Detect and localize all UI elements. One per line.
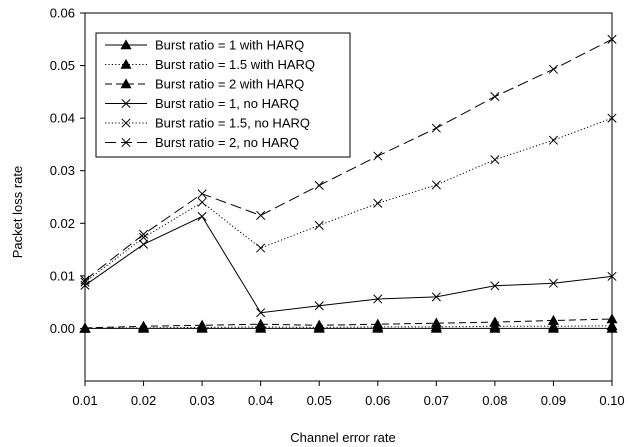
x-marker: [373, 151, 383, 161]
x-marker: [431, 123, 441, 133]
x-marker: [373, 198, 383, 208]
x-marker: [607, 34, 617, 44]
triangle-marker: [79, 322, 91, 333]
legend-item: Burst ratio = 1, no HARQ: [105, 96, 299, 111]
x-marker: [139, 229, 149, 239]
triangle-marker: [606, 320, 618, 331]
x-marker: [121, 98, 131, 109]
triangle-marker: [120, 58, 132, 69]
x-marker: [548, 64, 558, 74]
legend-label: Burst ratio = 2 with HARQ: [155, 77, 304, 92]
x-axis-label: Channel error rate: [290, 430, 396, 445]
triangle-marker: [120, 78, 132, 89]
x-marker: [490, 92, 500, 102]
series-line: [84, 215, 613, 314]
x-marker: [80, 275, 90, 285]
series-6: [80, 34, 617, 285]
x-marker: [490, 155, 500, 165]
triangle-marker: [313, 319, 325, 330]
legend-label: Burst ratio = 1.5, no HARQ: [155, 116, 310, 131]
triangle-marker: [372, 318, 384, 329]
x-marker: [314, 180, 324, 190]
x-tick-label: 0.04: [248, 393, 273, 408]
series-line: [84, 318, 613, 329]
series-line: [84, 325, 613, 329]
x-tick-label: 0.09: [541, 393, 566, 408]
x-tick-label: 0.08: [482, 393, 507, 408]
x-marker: [314, 301, 324, 311]
x-marker: [256, 243, 266, 253]
series-line: [84, 38, 613, 281]
triangle-marker: [430, 317, 442, 328]
x-marker: [373, 294, 383, 304]
x-tick-label: 0.07: [424, 393, 449, 408]
legend-box: [95, 32, 351, 158]
x-tick-label: 0.05: [307, 393, 332, 408]
series-group: [79, 34, 618, 333]
y-tick-label: 0.06: [50, 6, 75, 21]
x-marker: [121, 118, 131, 128]
legend-label: Burst ratio = 1, no HARQ: [155, 96, 299, 111]
triangle-marker: [547, 320, 559, 331]
legend-item: Burst ratio = 2 with HARQ: [105, 77, 304, 92]
triangle-marker: [606, 313, 618, 324]
x-marker: [197, 211, 207, 222]
x-marker: [607, 271, 617, 281]
x-marker: [431, 180, 441, 190]
x-marker: [607, 113, 617, 123]
x-marker: [490, 281, 500, 291]
legend-label: Burst ratio = 1.5 with HARQ: [155, 57, 315, 72]
x-marker: [121, 137, 131, 148]
x-marker: [431, 292, 441, 302]
x-tick-label: 0.03: [189, 393, 214, 408]
x-marker: [197, 189, 207, 199]
x-marker: [197, 197, 207, 207]
x-marker: [256, 308, 266, 318]
triangle-marker: [255, 318, 267, 329]
legend-label: Burst ratio = 1 with HARQ: [155, 38, 304, 53]
legend: Burst ratio = 1 with HARQ Burst ratio = 1…: [95, 32, 351, 158]
series-4: [80, 211, 617, 318]
plot-frame: [84, 12, 613, 382]
legend-item: Burst ratio = 2, no HARQ: [105, 135, 299, 150]
y-tick-label: 0.01: [50, 268, 75, 283]
x-tick-label: 0.10: [599, 393, 624, 408]
series-2: [79, 320, 618, 333]
x-marker: [314, 220, 324, 230]
x-tick-label: 0.02: [131, 393, 156, 408]
y-tick-label: 0.04: [50, 111, 75, 126]
y-tick-label: 0.05: [50, 58, 75, 73]
series-3: [79, 313, 618, 333]
legend-label: Burst ratio = 2, no HARQ: [155, 135, 299, 150]
x-marker: [548, 135, 558, 145]
triangle-marker: [196, 319, 208, 330]
x-marker: [548, 278, 558, 288]
triangle-marker: [489, 316, 501, 327]
triangle-marker: [120, 39, 132, 50]
axes: 0.00 0.01 0.02 0.03 0.04 0.05 0.06 0.01 0.02 0.03…: [50, 6, 625, 409]
legend-item: Burst ratio = 1 with HARQ: [105, 38, 304, 53]
legend-item: Burst ratio = 1.5, no HARQ: [105, 116, 310, 131]
legend-item: Burst ratio = 1.5 with HARQ: [105, 57, 315, 72]
triangle-marker: [138, 320, 150, 331]
x-tick-label: 0.01: [72, 393, 97, 408]
x-marker: [80, 277, 90, 287]
y-axis-label: Packet loss rate: [10, 166, 25, 259]
x-marker: [256, 210, 266, 220]
y-tick-label: 0.02: [50, 216, 75, 231]
y-tick-label: 0.03: [50, 163, 75, 178]
x-tick-label: 0.06: [365, 393, 390, 408]
x-marker: [139, 232, 149, 243]
triangle-marker: [547, 314, 559, 325]
y-tick-label: 0.00: [50, 321, 75, 336]
series-5: [80, 113, 617, 287]
series-line: [84, 117, 613, 283]
x-marker: [139, 239, 149, 249]
